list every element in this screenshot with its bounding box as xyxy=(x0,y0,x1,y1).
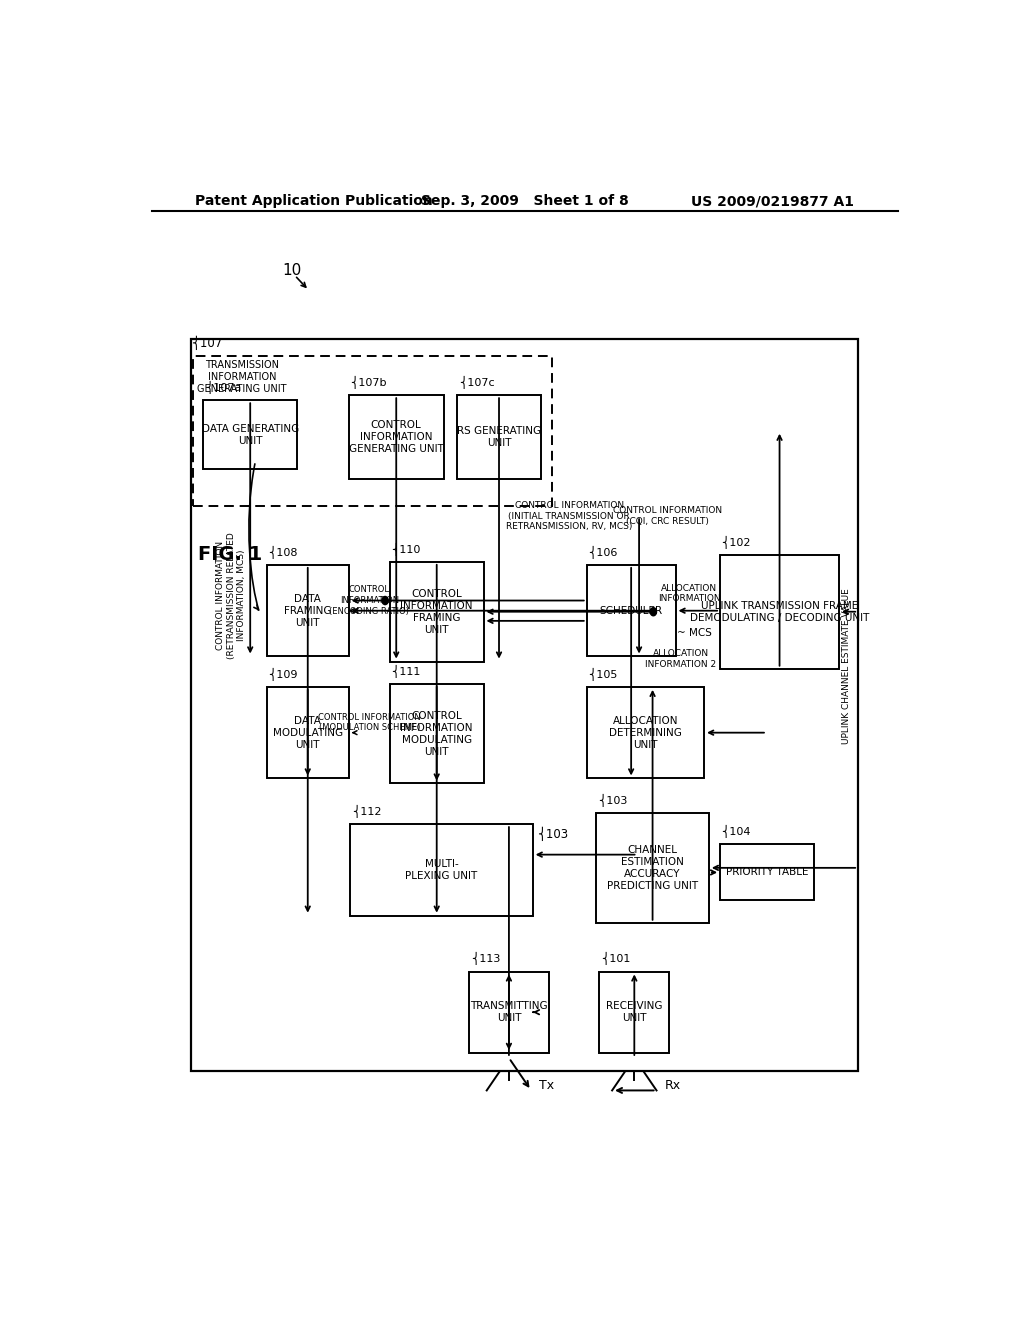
Text: ⎨107c: ⎨107c xyxy=(459,376,495,389)
Text: Sep. 3, 2009   Sheet 1 of 8: Sep. 3, 2009 Sheet 1 of 8 xyxy=(421,194,629,209)
Bar xyxy=(204,400,297,470)
Bar xyxy=(469,972,549,1053)
Text: ⎨105: ⎨105 xyxy=(588,668,617,681)
Text: ⎨107: ⎨107 xyxy=(190,337,222,351)
Text: TRANSMITTING
UNIT: TRANSMITTING UNIT xyxy=(470,1001,548,1023)
Text: ⎨103: ⎨103 xyxy=(537,828,568,841)
Text: ALLOCATION
DETERMINING
UNIT: ALLOCATION DETERMINING UNIT xyxy=(609,715,682,750)
Text: ⎨101: ⎨101 xyxy=(601,952,631,965)
Text: CONTROL INFORMATION
(RETRANSMISSION RELATED
INFORMATION, MCS): CONTROL INFORMATION (RETRANSMISSION RELA… xyxy=(216,532,247,659)
Text: RS GENERATING
UNIT: RS GENERATING UNIT xyxy=(457,426,541,447)
Bar xyxy=(596,813,709,923)
Text: ⎨109: ⎨109 xyxy=(268,668,298,681)
Text: CONTROL INFORMATION
(CQI, CRC RESULT): CONTROL INFORMATION (CQI, CRC RESULT) xyxy=(613,507,722,527)
Bar xyxy=(267,565,348,656)
Text: UPLINK TRANSMISSION FRAME
DEMODULATING / DECODING UNIT: UPLINK TRANSMISSION FRAME DEMODULATING /… xyxy=(690,601,869,623)
Text: DATA GENERATING
UNIT: DATA GENERATING UNIT xyxy=(202,424,299,446)
Circle shape xyxy=(382,597,388,605)
Bar xyxy=(720,845,814,900)
Text: DATA
MODULATING
UNIT: DATA MODULATING UNIT xyxy=(272,715,343,750)
Text: ⎨104: ⎨104 xyxy=(722,825,752,838)
Text: CONTROL
INFORMATION
MODULATING
UNIT: CONTROL INFORMATION MODULATING UNIT xyxy=(400,710,473,756)
Text: MULTI-
PLEXING UNIT: MULTI- PLEXING UNIT xyxy=(406,859,477,880)
Text: UPLINK CHANNEL ESTIMATE VALUE: UPLINK CHANNEL ESTIMATE VALUE xyxy=(842,589,851,744)
Text: RECEIVING
UNIT: RECEIVING UNIT xyxy=(606,1001,663,1023)
Text: FIG. 1: FIG. 1 xyxy=(198,545,262,564)
Text: CONTROL
INFORMATION
FRAMING
UNIT: CONTROL INFORMATION FRAMING UNIT xyxy=(400,589,473,635)
Text: US 2009/0219877 A1: US 2009/0219877 A1 xyxy=(691,194,854,209)
Bar xyxy=(350,824,532,916)
Text: ⎨112: ⎨112 xyxy=(352,805,381,818)
Text: ⎨113: ⎨113 xyxy=(471,952,500,965)
Text: CONTROL
INFORMATION
(ENCODING RATIO): CONTROL INFORMATION (ENCODING RATIO) xyxy=(330,585,410,616)
Text: 10: 10 xyxy=(283,263,302,277)
Text: ~ MCS: ~ MCS xyxy=(677,628,712,638)
Text: Tx: Tx xyxy=(539,1078,554,1092)
Text: ⎨108: ⎨108 xyxy=(268,545,298,558)
Text: ⎨111: ⎨111 xyxy=(391,665,421,677)
Text: CHANNEL
ESTIMATION
ACCURACY
PREDICTING UNIT: CHANNEL ESTIMATION ACCURACY PREDICTING U… xyxy=(607,845,698,891)
Text: CONTROL INFORMATION
(INITIAL TRANSMISSION OR
RETRANSMISSION, RV, MCS): CONTROL INFORMATION (INITIAL TRANSMISSIO… xyxy=(506,500,633,532)
Text: ⎨110: ⎨110 xyxy=(391,543,421,556)
Text: SCHEDULER: SCHEDULER xyxy=(600,606,663,615)
Text: Rx: Rx xyxy=(665,1078,681,1092)
Text: CONTROL
INFORMATION
GENERATING UNIT: CONTROL INFORMATION GENERATING UNIT xyxy=(349,420,443,454)
Bar xyxy=(587,686,705,779)
Text: Patent Application Publication: Patent Application Publication xyxy=(196,194,433,209)
Bar xyxy=(720,554,839,669)
Bar xyxy=(348,395,443,479)
Bar xyxy=(267,686,348,779)
Text: ⎨103: ⎨103 xyxy=(598,793,627,807)
Text: TRANSMISSION
INFORMATION
GENERATING UNIT: TRANSMISSION INFORMATION GENERATING UNIT xyxy=(197,359,287,393)
Text: DATA
FRAMING
UNIT: DATA FRAMING UNIT xyxy=(284,594,332,628)
Bar xyxy=(390,562,483,661)
Text: ⎨102: ⎨102 xyxy=(722,536,752,549)
Text: ⎨106: ⎨106 xyxy=(588,545,617,558)
Text: ALLOCATION
INFORMATION 2: ALLOCATION INFORMATION 2 xyxy=(645,649,717,669)
Bar xyxy=(191,339,858,1071)
Circle shape xyxy=(650,607,656,615)
Bar xyxy=(587,565,676,656)
Bar xyxy=(599,972,670,1053)
Bar xyxy=(194,355,552,506)
Bar xyxy=(390,684,483,784)
Text: ⎨107b: ⎨107b xyxy=(350,376,387,389)
Text: ⎨107a: ⎨107a xyxy=(205,381,242,395)
Bar xyxy=(458,395,541,479)
Text: PRIORITY TABLE: PRIORITY TABLE xyxy=(726,867,808,878)
Text: ALLOCATION
INFORMATION: ALLOCATION INFORMATION xyxy=(658,583,721,603)
Text: CONTROL INFORMATION
(MODULATION SCHEME): CONTROL INFORMATION (MODULATION SCHEME) xyxy=(317,713,421,733)
